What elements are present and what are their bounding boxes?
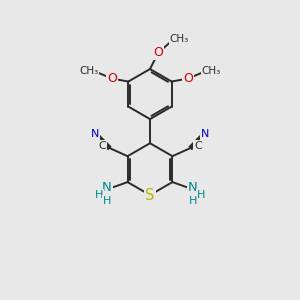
Text: N: N xyxy=(91,129,99,139)
Text: H: H xyxy=(103,196,111,206)
Text: N: N xyxy=(102,181,112,194)
Text: S: S xyxy=(145,188,155,202)
Text: O: O xyxy=(153,46,163,59)
Text: O: O xyxy=(183,72,193,85)
Text: CH₃: CH₃ xyxy=(170,34,189,44)
Text: CH₃: CH₃ xyxy=(202,66,221,76)
Text: CH₃: CH₃ xyxy=(79,66,98,76)
Text: N: N xyxy=(201,129,209,139)
Text: O: O xyxy=(107,72,117,85)
Text: C: C xyxy=(194,142,202,152)
Text: C: C xyxy=(98,142,106,152)
Text: N: N xyxy=(188,181,198,194)
Text: H: H xyxy=(196,190,205,200)
Text: H: H xyxy=(95,190,103,200)
Text: H: H xyxy=(189,196,197,206)
